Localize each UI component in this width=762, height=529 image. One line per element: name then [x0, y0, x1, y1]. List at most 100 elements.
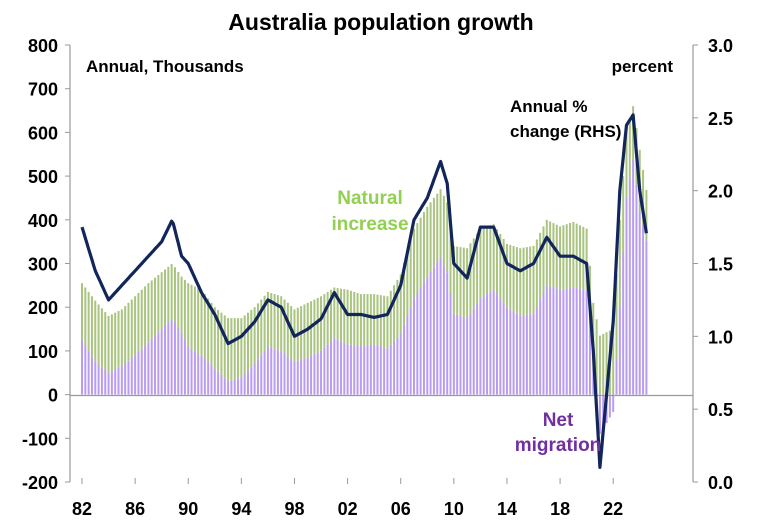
net-migration-bar — [243, 373, 246, 395]
net-migration-bar — [479, 298, 482, 395]
net-migration-bar — [373, 344, 376, 395]
natural-increase-bar — [542, 226, 545, 293]
net-migration-bar — [303, 358, 306, 395]
natural-increase-bar — [622, 176, 625, 253]
natural-increase-bar — [449, 224, 452, 293]
natural-increase-bar — [582, 226, 585, 290]
natural-increase-bar — [144, 286, 147, 346]
net-migration-bar — [90, 356, 93, 395]
natural-increase-bar — [612, 329, 615, 395]
net-migration-bar — [572, 287, 575, 395]
net-migration-bar — [413, 298, 415, 395]
net-migration-bar — [552, 287, 555, 395]
net-migration-bar — [270, 347, 273, 395]
natural-increase-bar — [429, 202, 432, 272]
x-tick-label: 98 — [284, 499, 304, 519]
natural-increase-bar — [512, 246, 515, 312]
net-migration-bar — [383, 347, 386, 395]
natural-increase-bar — [363, 294, 366, 346]
net-migration-bar — [150, 338, 153, 395]
net-migration-bar — [482, 296, 485, 395]
net-migration-bar — [313, 354, 316, 395]
net-migration-bar — [486, 294, 489, 395]
natural-increase-bar — [320, 296, 323, 351]
natural-increase-bar — [253, 307, 256, 365]
natural-increase-bar — [399, 274, 402, 334]
net-migration-bar — [466, 318, 469, 395]
natural-increase-bar — [104, 312, 107, 371]
net-migration-bar — [336, 339, 339, 395]
net-migration-bar — [233, 379, 236, 395]
natural-increase-bar — [120, 309, 123, 367]
net-migration-bar — [376, 345, 379, 395]
natural-increase-bar — [492, 224, 495, 290]
net-migration-bar — [256, 359, 259, 395]
natural-increase-bar — [373, 294, 376, 345]
net-migration-bar — [393, 341, 396, 395]
y-tick-label: 0 — [48, 386, 58, 406]
natural-increase-bar — [522, 247, 525, 316]
net-migration-bar — [439, 256, 442, 395]
net-migration-bar — [446, 272, 449, 395]
net-migration-bar — [137, 351, 140, 395]
net-migration-bar — [147, 342, 150, 395]
net-migration-bar — [164, 325, 166, 395]
migration-annotation-2: migration — [515, 435, 602, 456]
net-migration-bar — [569, 288, 572, 395]
net-migration-bar — [426, 276, 429, 395]
net-migration-bar — [612, 394, 615, 413]
natural-increase-bar — [276, 295, 279, 350]
net-migration-bar — [177, 327, 180, 395]
natural-increase-bar — [436, 193, 439, 262]
natural-increase-bar — [283, 299, 286, 354]
net-migration-bar — [180, 333, 183, 395]
natural-increase-bar — [532, 246, 535, 314]
natural-increase-bar — [243, 315, 246, 374]
net-migration-bar — [207, 361, 210, 395]
net-migration-bar — [403, 324, 406, 395]
net-migration-bar — [416, 292, 419, 395]
net-migration-bar — [197, 353, 200, 395]
net-migration-bar — [575, 288, 578, 395]
natural-increase-bar — [240, 318, 243, 378]
natural-increase-bar — [489, 225, 492, 292]
natural-increase-bar — [389, 290, 392, 345]
natural-increase-bar — [469, 243, 472, 314]
net-migration-bar — [635, 184, 638, 395]
net-migration-bar — [326, 344, 329, 395]
natural-increase-bar — [456, 246, 459, 315]
natural-increase-bar — [426, 206, 429, 277]
net-migration-bar — [316, 352, 319, 395]
natural-increase-bar — [336, 288, 339, 340]
natural-increase-bar — [356, 292, 359, 346]
y2-tick-label: 1.5 — [708, 255, 733, 275]
net-migration-bar — [579, 288, 581, 395]
natural-increase-bar — [150, 280, 153, 339]
y-tick-label: 800 — [28, 36, 58, 56]
natural-increase-bar — [419, 217, 422, 288]
natural-annotation-2: increase — [331, 214, 408, 235]
net-migration-bar — [353, 345, 356, 395]
y2-tick-label: 0.0 — [708, 473, 733, 493]
x-tick-label: 02 — [338, 499, 358, 519]
net-migration-bar — [114, 369, 117, 395]
x-tick-label: 90 — [178, 499, 198, 519]
net-migration-bar — [642, 225, 645, 395]
natural-increase-bar — [110, 314, 113, 372]
y2-tick-label: 2.0 — [708, 182, 733, 202]
net-migration-bar — [562, 289, 565, 395]
net-migration-bar — [522, 315, 525, 395]
natural-increase-bar — [349, 290, 352, 345]
natural-increase-bar — [535, 239, 538, 307]
net-migration-bar — [130, 358, 133, 395]
net-migration-bar — [608, 394, 611, 418]
natural-increase-bar — [502, 238, 505, 303]
net-migration-bar — [227, 381, 230, 395]
net-migration-bar — [306, 357, 309, 395]
natural-increase-bar — [167, 266, 170, 323]
net-migration-bar — [124, 363, 127, 395]
natural-increase-bar — [366, 294, 369, 346]
natural-increase-bar — [505, 243, 508, 308]
natural-increase-bar — [519, 248, 522, 316]
